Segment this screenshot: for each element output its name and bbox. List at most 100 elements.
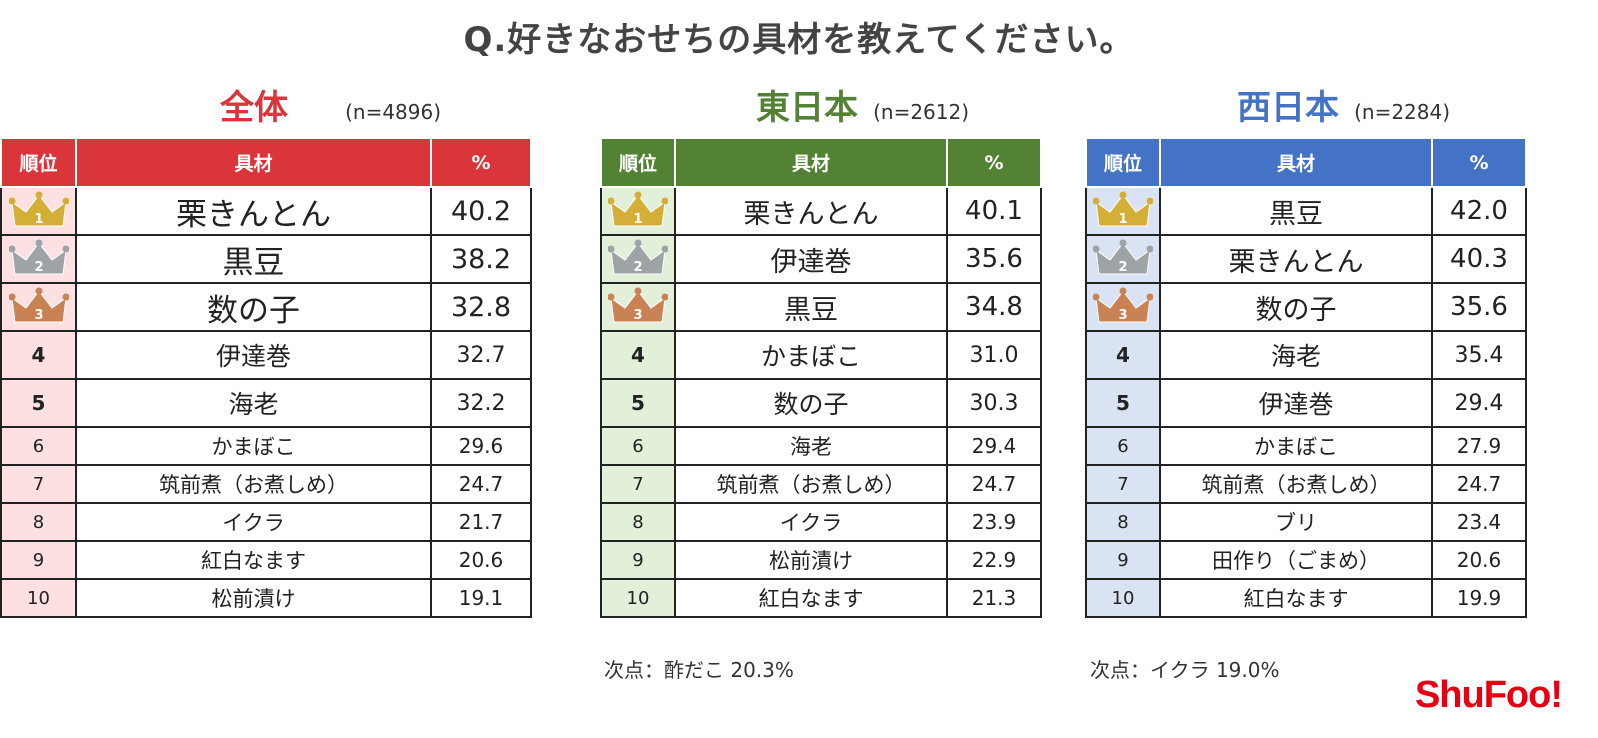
column-header-pct: %	[430, 137, 532, 188]
panel-header: 東日本 (n=2612)	[600, 80, 1042, 136]
table-row: 9 紅白なます 20.6	[0, 540, 532, 580]
table-row: 8 イクラ 21.7	[0, 502, 532, 542]
panel-header: 西日本 (n=2284)	[1085, 80, 1527, 136]
percent-cell: 32.7	[430, 330, 532, 380]
panel-all: 全体 (n=4896) 順位 具材 % 1 栗きんとん 40.2 2 黒豆 38.2 3 数の…	[0, 80, 532, 618]
table-row: 7 筑前煮（お煮しめ） 24.7	[1085, 464, 1527, 504]
percent-cell: 30.3	[946, 378, 1042, 428]
percent-cell: 21.7	[430, 502, 532, 542]
table-row: 6 海老 29.4	[600, 426, 1042, 466]
item-name-cell: 栗きんとん	[1159, 234, 1433, 284]
ranking-table: 順位 具材 % 1 栗きんとん 40.1 2 伊達巻 35.6 3 黒豆 34.8 4 かまぼこ 31…	[600, 137, 1042, 618]
column-header-pct: %	[1431, 137, 1527, 188]
column-header-rank: 順位	[1085, 137, 1161, 188]
rank-cell: 8	[1085, 502, 1161, 542]
item-name-cell: 筑前煮（お煮しめ）	[75, 464, 432, 504]
item-name-cell: イクラ	[674, 502, 948, 542]
rank-number: 9	[32, 549, 45, 571]
crown-bronze-icon: 3	[1093, 287, 1153, 323]
column-header-item: 具材	[1159, 137, 1433, 188]
item-name-cell: 紅白なます	[1159, 578, 1433, 618]
rank-number: 7	[632, 473, 644, 495]
percent-cell: 32.2	[430, 378, 532, 428]
rank-cell: 9	[0, 540, 77, 580]
rank-number: 10	[27, 587, 50, 609]
rank-cell: 2	[0, 234, 77, 284]
percent-cell: 20.6	[1431, 540, 1527, 580]
panel-sample-size: (n=4896)	[345, 100, 442, 124]
item-name-cell: 筑前煮（お煮しめ）	[674, 464, 948, 504]
rank-cell: 1	[1085, 186, 1161, 236]
percent-cell: 40.3	[1431, 234, 1527, 284]
item-name-cell: 栗きんとん	[674, 186, 948, 236]
rank-cell: 3	[1085, 282, 1161, 332]
rank-number: 6	[1117, 435, 1129, 457]
table-row: 5 伊達巻 29.4	[1085, 378, 1527, 428]
panel-sample-size: (n=2284)	[1354, 100, 1451, 124]
table-row: 9 松前漬け 22.9	[600, 540, 1042, 580]
table-row: 4 かまぼこ 31.0	[600, 330, 1042, 380]
table-row: 8 イクラ 23.9	[600, 502, 1042, 542]
item-name-cell: 数の子	[75, 282, 432, 332]
item-name-cell: 紅白なます	[674, 578, 948, 618]
percent-cell: 21.3	[946, 578, 1042, 618]
panel-title: 西日本	[1237, 88, 1339, 128]
rank-cell: 9	[1085, 540, 1161, 580]
rank-cell: 4	[600, 330, 676, 380]
panel-east: 東日本 (n=2612) 順位 具材 % 1 栗きんとん 40.1 2 伊達巻 35.6 3…	[600, 80, 1042, 618]
rank-number: 6	[632, 435, 644, 457]
percent-cell: 24.7	[946, 464, 1042, 504]
rank-cell: 8	[0, 502, 77, 542]
rank-cell: 10	[600, 578, 676, 618]
rank-cell: 3	[600, 282, 676, 332]
rank-cell: 2	[600, 234, 676, 284]
table-row: 7 筑前煮（お煮しめ） 24.7	[600, 464, 1042, 504]
panel-sample-size: (n=2612)	[873, 100, 970, 124]
rank-number: 4	[631, 343, 645, 367]
column-header-item: 具材	[674, 137, 948, 188]
item-name-cell: 紅白なます	[75, 540, 432, 580]
table-row: 4 伊達巻 32.7	[0, 330, 532, 380]
rank-cell: 6	[600, 426, 676, 466]
percent-cell: 29.4	[1431, 378, 1527, 428]
percent-cell: 34.8	[946, 282, 1042, 332]
crown-rank-number: 2	[34, 260, 43, 275]
percent-cell: 22.9	[946, 540, 1042, 580]
rank-number: 8	[1117, 511, 1129, 533]
table-row: 7 筑前煮（お煮しめ） 24.7	[0, 464, 532, 504]
table-row: 6 かまぼこ 29.6	[0, 426, 532, 466]
table-row: 10 紅白なます 19.9	[1085, 578, 1527, 618]
item-name-cell: 海老	[75, 378, 432, 428]
item-name-cell: かまぼこ	[674, 330, 948, 380]
rank-cell: 2	[1085, 234, 1161, 284]
item-name-cell: 田作り（ごまめ）	[1159, 540, 1433, 580]
crown-rank-number: 3	[1118, 308, 1127, 323]
page-title: Q.好きなおせちの具材を教えてください。	[463, 20, 1135, 60]
rank-number: 10	[1111, 587, 1135, 609]
rank-cell: 8	[600, 502, 676, 542]
rank-number: 5	[631, 391, 645, 415]
table-row: 3 数の子 35.6	[1085, 282, 1527, 332]
rank-number: 5	[1116, 391, 1130, 415]
percent-cell: 40.1	[946, 186, 1042, 236]
table-row: 1 栗きんとん 40.1	[600, 186, 1042, 236]
rank-cell: 6	[0, 426, 77, 466]
item-name-cell: 海老	[1159, 330, 1433, 380]
table-row: 5 数の子 30.3	[600, 378, 1042, 428]
crown-bronze-icon: 3	[608, 287, 668, 323]
crown-silver-icon: 2	[608, 239, 668, 275]
crown-silver-icon: 2	[8, 239, 69, 275]
percent-cell: 29.6	[430, 426, 532, 466]
percent-cell: 35.6	[946, 234, 1042, 284]
item-name-cell: 海老	[674, 426, 948, 466]
percent-cell: 38.2	[430, 234, 532, 284]
panel-header: 全体 (n=4896)	[0, 80, 532, 136]
rank-cell: 6	[1085, 426, 1161, 466]
item-name-cell: 筑前煮（お煮しめ）	[1159, 464, 1433, 504]
crown-rank-number: 1	[633, 212, 642, 227]
crown-rank-number: 2	[1118, 260, 1127, 275]
item-name-cell: 黒豆	[75, 234, 432, 284]
rank-cell: 7	[0, 464, 77, 504]
table-row: 1 栗きんとん 40.2	[0, 186, 532, 236]
rank-number: 9	[1117, 549, 1129, 571]
